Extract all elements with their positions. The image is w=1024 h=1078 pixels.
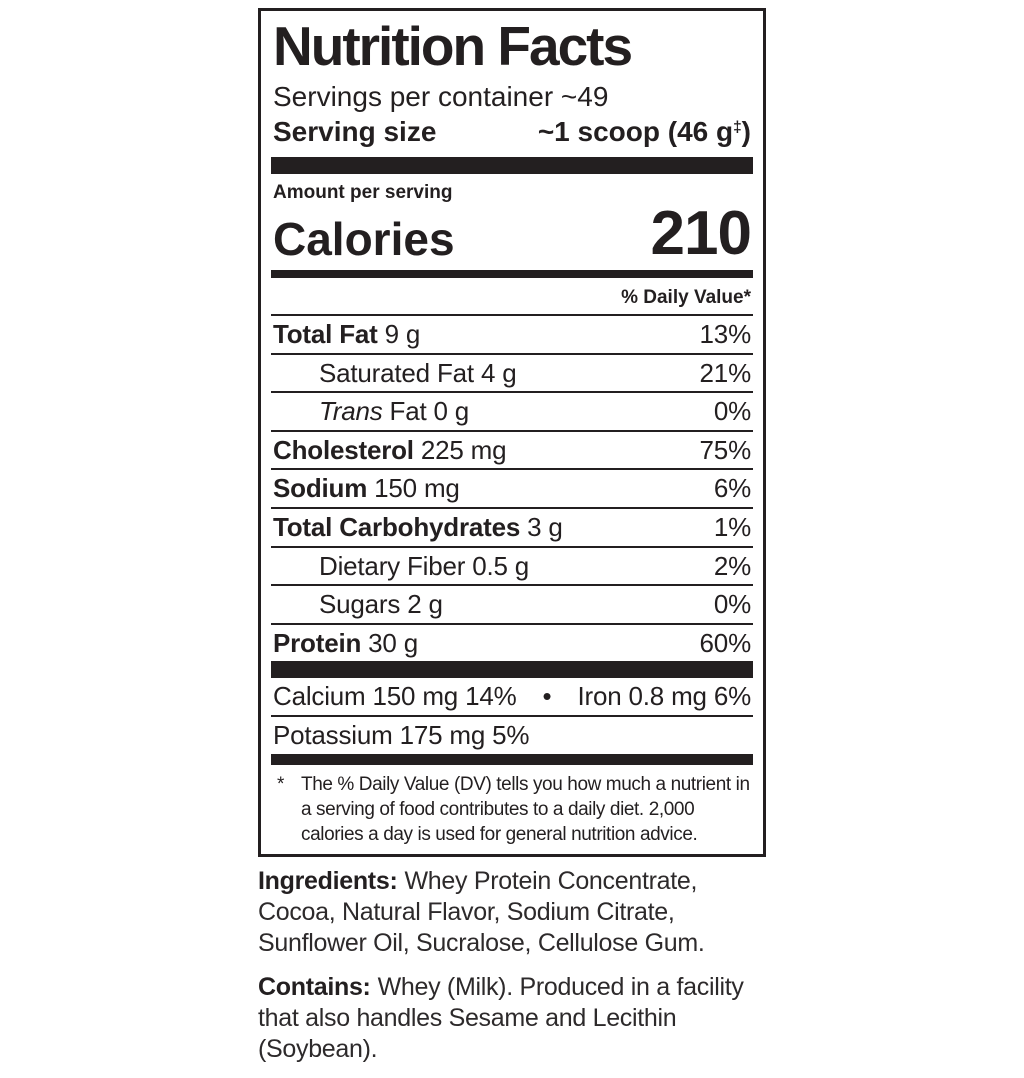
daily-value-header: % Daily Value* [271,278,753,317]
label-title: Nutrition Facts [273,15,633,77]
nutrient-name: Sugars [319,589,401,620]
nutrient-row-saturated-fat: Saturated Fat 4 g 21% [271,355,753,394]
nutrient-row-trans-fat: Trans Fat 0 g 0% [271,393,753,432]
nutrient-amount: 3 g [527,511,563,542]
daily-value-footnote: * The % Daily Value (DV) tells you how m… [271,765,753,854]
nutrient-amount: 9 g [384,319,421,350]
nutrient-row-total-fat: Total Fat 9 g 13% [271,316,753,355]
nutrient-daily-value: 75% [699,434,752,465]
amount-per-serving-label: Amount per serving [273,182,453,204]
nutrient-daily-value: 2% [713,550,751,581]
bullet-separator: • [542,681,552,712]
ingredients-label: Ingredients: [258,867,398,895]
divider-bar-calories [271,270,753,279]
serving-size-label: Serving size [273,115,437,147]
nutrient-amount: 0.5 g [472,550,530,581]
servings-per-container: Servings per container ~49 [273,81,609,112]
nutrient-row-total-carbohydrates: Total Carbohydrates 3 g 1% [271,509,753,548]
nutrient-daily-value: 6% [713,473,751,504]
nutrient-name: Dietary Fiber [319,550,466,581]
nutrient-amount: 4 g [480,357,517,388]
nutrient-name: Protein [273,627,362,658]
footnote-text: The % Daily Value (DV) tells you how muc… [301,773,750,845]
nutrient-name: Saturated Fat [319,357,474,388]
nutrient-daily-value: 13% [699,319,752,350]
divider-bar-top [271,157,753,175]
nutrient-row-cholesterol: Cholesterol 225 mg 75% [271,432,753,471]
nutrition-facts-label: Nutrition Facts Servings per container ~… [258,8,766,857]
serving-size-value: ~1 scoop (46 g‡) [537,115,751,147]
potassium-value: Potassium 175 mg 5% [273,719,530,750]
nutrient-name: Sodium [273,473,368,504]
nutrient-daily-value: 60% [699,627,752,658]
serving-size-row: Serving size ~1 scoop (46 g‡) [273,115,751,149]
ingredients-paragraph: Ingredients: Whey Protein Concentrate, Co… [258,866,766,959]
nutrient-amount: 2 g [407,589,443,620]
minerals-row-calcium-iron: Calcium 150 mg 14% • Iron 0.8 mg 6% [271,678,753,717]
allergen-info-section: Ingredients: Whey Protein Concentrate, Co… [258,866,766,1078]
divider-bar-footnote [271,753,753,765]
nutrient-amount: Fat 0 g [389,396,470,427]
calories-row: Calories 210 [273,198,752,268]
nutrient-amount: 225 mg [420,434,507,465]
ingredients-text: Whey Protein Concentrate, Cocoa, Natural… [258,867,705,957]
nutrient-name: Total Carbohydrates [273,511,521,542]
contains-label: Contains: [258,973,371,1001]
nutrient-row-sugars: Sugars 2 g 0% [271,586,753,625]
iron-value: Iron 0.8 mg 6% [577,681,751,712]
nutrient-row-protein: Protein 30 g 60% [271,625,753,662]
nutrient-name: Cholesterol [273,434,414,465]
nutrient-name: Total Fat [273,319,378,350]
nutrient-row-dietary-fiber: Dietary Fiber 0.5 g 2% [271,548,753,587]
calcium-value: Calcium 150 mg 14% [273,681,517,712]
nutrient-daily-value: 21% [699,357,752,388]
nutrient-name: Trans [319,396,383,427]
nutrient-amount: 30 g [368,627,418,658]
divider-bar-protein [271,661,753,679]
nutrient-daily-value: 0% [713,589,751,620]
contains-paragraph: Contains: Whey (Milk). Produced in a faci… [258,972,766,1065]
nutrient-row-sodium: Sodium 150 mg 6% [271,470,753,509]
nutrient-daily-value: 1% [713,511,751,542]
calories-label: Calories [273,213,455,266]
footnote-marker: * [277,773,284,795]
nutrient-amount: 150 mg [374,473,460,504]
minerals-row-potassium: Potassium 175 mg 5% [271,717,753,754]
dagger-superscript: ‡ [733,119,742,137]
calories-value: 210 [650,198,752,268]
nutrient-daily-value: 0% [713,396,751,427]
